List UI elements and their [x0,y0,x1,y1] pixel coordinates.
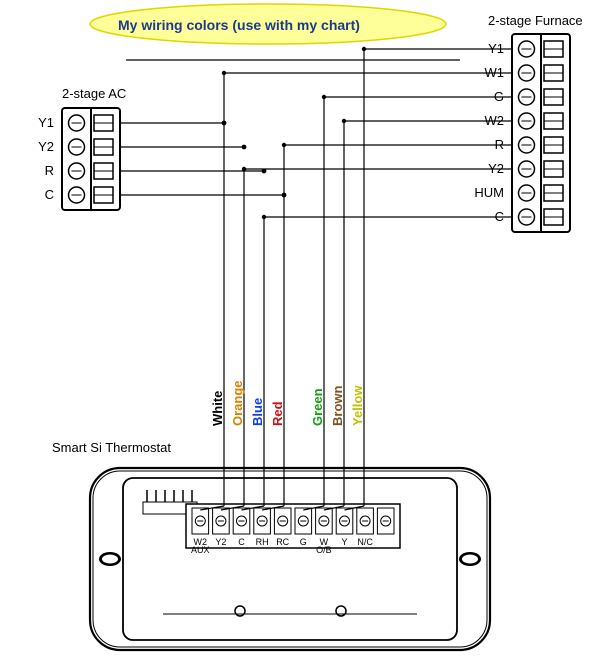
svg-text:AUX: AUX [191,545,210,555]
pin-label: C [45,187,54,202]
wire-label: Yellow [350,385,365,426]
svg-text:G: G [300,537,307,547]
svg-text:RH: RH [256,537,269,547]
ac-label: 2-stage AC [62,86,126,101]
svg-text:Y2: Y2 [215,537,226,547]
pin-label: Y2 [38,139,54,154]
svg-text:C: C [238,537,245,547]
wire-label: Orange [230,380,245,426]
thermostat-label: Smart Si Thermostat [52,440,171,455]
wire-label: Brown [330,386,345,427]
wires: White Orange Blue Red Green Brown Yellow [120,47,512,510]
thermostat-body: W2AUXY2CRHRCGWO/BYN/C [90,468,490,650]
wire-label: Blue [250,398,265,426]
svg-text:N/C: N/C [357,537,373,547]
svg-text:Y: Y [341,537,347,547]
wiring-diagram: My wiring colors (use with my chart) 2-st… [0,0,600,669]
pin-label: HUM [474,185,504,200]
wire-label: Red [270,401,285,426]
furnace-terminal-block: Y1W1GW2RY2HUMC [474,34,570,232]
thermostat-terminal-strip: W2AUXY2CRHRCGWO/BYN/C [186,504,400,555]
pin-label: Y1 [38,115,54,130]
wire-label: Green [310,388,325,426]
svg-text:O/B: O/B [316,545,332,555]
pin-label: R [45,163,54,178]
svg-text:RC: RC [276,537,289,547]
furnace-label: 2-stage Furnace [488,13,583,28]
ac-terminal-block: Y1 Y2 RC [38,108,120,210]
title-callout: My wiring colors (use with my chart) [90,4,446,44]
svg-text:My wiring colors (use with my: My wiring colors (use with my chart) [118,17,360,33]
wire-label: White [210,391,225,426]
